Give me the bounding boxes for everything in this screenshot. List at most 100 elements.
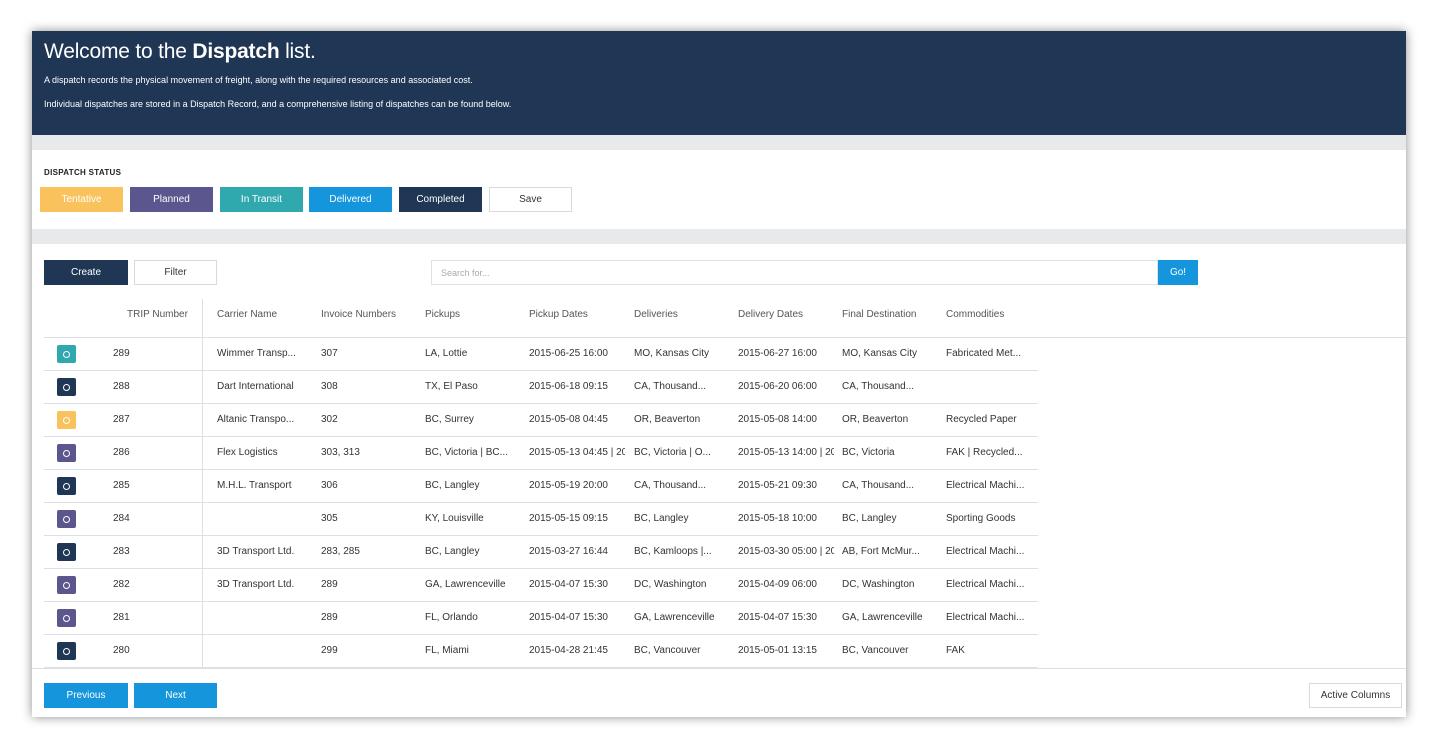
cell-trip: 282: [113, 579, 130, 590]
column-header-delivery-dates[interactable]: Delivery Dates: [738, 309, 804, 320]
table-row[interactable]: 287 Altanic Transpo... 302 BC, Surrey 2015-0…: [44, 404, 1038, 437]
cell-delivery-dates: 2015-04-09 06:00: [738, 579, 817, 590]
status-indicator-icon[interactable]: [57, 510, 76, 528]
table-row[interactable]: 282 3D Transport Ltd. 289 GA, Lawrenceville…: [44, 569, 1038, 602]
cell-invoice: 289: [321, 579, 338, 590]
cell-delivery-dates: 2015-05-08 14:00: [738, 414, 817, 425]
column-header-carrier-name[interactable]: Carrier Name: [217, 309, 278, 320]
page-title-suffix: list.: [279, 40, 316, 63]
go-button[interactable]: Go!: [1158, 260, 1198, 285]
cell-carrier: M.H.L. Transport: [217, 480, 292, 491]
cell-invoice: 308: [321, 381, 338, 392]
table-row[interactable]: 285 M.H.L. Transport 306 BC, Langley 2015-05…: [44, 470, 1038, 503]
circle-icon: [63, 614, 70, 622]
cell-pickups: TX, El Paso: [425, 381, 478, 392]
cell-commodities: Electrical Machi...: [946, 480, 1025, 491]
cell-pickup-dates: 2015-05-19 20:00: [529, 480, 608, 491]
cell-pickup-dates: 2015-04-07 15:30: [529, 612, 608, 623]
cell-invoice: 299: [321, 645, 338, 656]
cell-pickup-dates: 2015-03-27 16:44: [529, 546, 608, 557]
table-header-divider: [44, 337, 1406, 338]
cell-pickups: BC, Victoria | BC...: [425, 447, 508, 458]
status-indicator-icon[interactable]: [57, 444, 76, 462]
welcome-banner: Welcome to the Dispatch list. A dispatch…: [32, 31, 1406, 135]
cell-destination: CA, Thousand...: [842, 381, 915, 392]
column-header-invoice-numbers[interactable]: Invoice Numbers: [321, 309, 397, 320]
next-button[interactable]: Next: [134, 683, 217, 708]
cell-invoice: 305: [321, 513, 338, 524]
table-row[interactable]: 289 Wimmer Transp... 307 LA, Lottie 2015-06-…: [44, 338, 1038, 371]
cell-invoice: 307: [321, 348, 338, 359]
cell-pickup-dates: 2015-05-08 04:45: [529, 414, 608, 425]
cell-deliveries: CA, Thousand...: [634, 381, 707, 392]
circle-icon: [63, 416, 70, 424]
active-columns-button[interactable]: Active Columns: [1309, 683, 1402, 708]
filter-button[interactable]: Filter: [134, 260, 217, 285]
column-header-commodities[interactable]: Commodities: [946, 309, 1005, 320]
status-planned-button[interactable]: Planned: [130, 187, 213, 212]
cell-carrier: 3D Transport Ltd.: [217, 546, 295, 557]
cell-carrier: Dart International: [217, 381, 294, 392]
cell-pickups: GA, Lawrenceville: [425, 579, 506, 590]
status-tentative-button[interactable]: Tentative: [40, 187, 123, 212]
column-header-final-destination[interactable]: Final Destination: [842, 309, 917, 320]
circle-icon: [63, 449, 70, 457]
table-row[interactable]: 288 Dart International 308 TX, El Paso 2015-…: [44, 371, 1038, 404]
status-completed-button[interactable]: Completed: [399, 187, 482, 212]
circle-icon: [63, 350, 70, 358]
cell-destination: BC, Langley: [842, 513, 897, 524]
previous-button[interactable]: Previous: [44, 683, 128, 708]
table-row[interactable]: 281 289 FL, Orlando 2015-04-07 15:30 GA, Law…: [44, 602, 1038, 635]
cell-carrier: Wimmer Transp...: [217, 348, 296, 359]
table-row[interactable]: 286 Flex Logistics 303, 313 BC, Victoria | …: [44, 437, 1038, 470]
cell-trip: 284: [113, 513, 130, 524]
status-indicator-icon[interactable]: [57, 609, 76, 627]
table-row[interactable]: 284 305 KY, Louisville 2015-05-15 09:15 BC, …: [44, 503, 1038, 536]
cell-destination: CA, Thousand...: [842, 480, 915, 491]
frozen-column-divider: [202, 299, 203, 668]
cell-commodities: [946, 371, 1036, 403]
cell-delivery-dates: 2015-05-01 13:15: [738, 645, 817, 656]
section-divider: [32, 135, 1406, 150]
column-header-deliveries[interactable]: Deliveries: [634, 309, 678, 320]
cell-trip: 288: [113, 381, 130, 392]
status-indicator-icon[interactable]: [57, 345, 76, 363]
column-header-trip-number[interactable]: TRIP Number: [127, 309, 188, 320]
status-indicator-icon[interactable]: [57, 642, 76, 660]
circle-icon: [63, 515, 70, 523]
status-in-transit-button[interactable]: In Transit: [220, 187, 303, 212]
table-row[interactable]: 280 299 FL, Miami 2015-04-28 21:45 BC, Vanco…: [44, 635, 1038, 668]
save-button[interactable]: Save: [489, 187, 572, 212]
cell-pickups: FL, Miami: [425, 645, 469, 656]
search-input[interactable]: Search for...: [431, 260, 1158, 285]
status-indicator-icon[interactable]: [57, 411, 76, 429]
cell-commodities: Electrical Machi...: [946, 612, 1025, 623]
cell-trip: 289: [113, 348, 130, 359]
cell-deliveries: MO, Kansas City: [634, 348, 710, 359]
status-indicator-icon[interactable]: [57, 543, 76, 561]
page-title-bold: Dispatch: [192, 40, 280, 63]
cell-delivery-dates: 2015-06-27 16:00: [738, 348, 817, 359]
create-button[interactable]: Create: [44, 260, 128, 285]
cell-commodities: Electrical Machi...: [946, 546, 1025, 557]
cell-delivery-dates: 2015-05-21 09:30: [738, 480, 817, 491]
cell-pickups: KY, Louisville: [425, 513, 484, 524]
cell-deliveries: BC, Langley: [634, 513, 689, 524]
status-indicator-icon[interactable]: [57, 378, 76, 396]
page-title: Welcome to the Dispatch list.: [44, 40, 316, 64]
banner-description-2: Individual dispatches are stored in a Di…: [44, 99, 512, 109]
table-footer-divider: [32, 668, 1406, 669]
cell-invoice: 306: [321, 480, 338, 491]
status-delivered-button[interactable]: Delivered: [309, 187, 392, 212]
cell-commodities: FAK | Recycled...: [946, 447, 1023, 458]
cell-trip: 287: [113, 414, 130, 425]
cell-delivery-dates: 2015-04-07 15:30: [738, 612, 817, 623]
column-header-pickup-dates[interactable]: Pickup Dates: [529, 309, 588, 320]
column-header-pickups[interactable]: Pickups: [425, 309, 461, 320]
circle-icon: [63, 482, 70, 490]
table-row[interactable]: 283 3D Transport Ltd. 283, 285 BC, Langley 2…: [44, 536, 1038, 569]
status-indicator-icon[interactable]: [57, 576, 76, 594]
cell-destination: BC, Vancouver: [842, 645, 909, 656]
cell-trip: 286: [113, 447, 130, 458]
status-indicator-icon[interactable]: [57, 477, 76, 495]
